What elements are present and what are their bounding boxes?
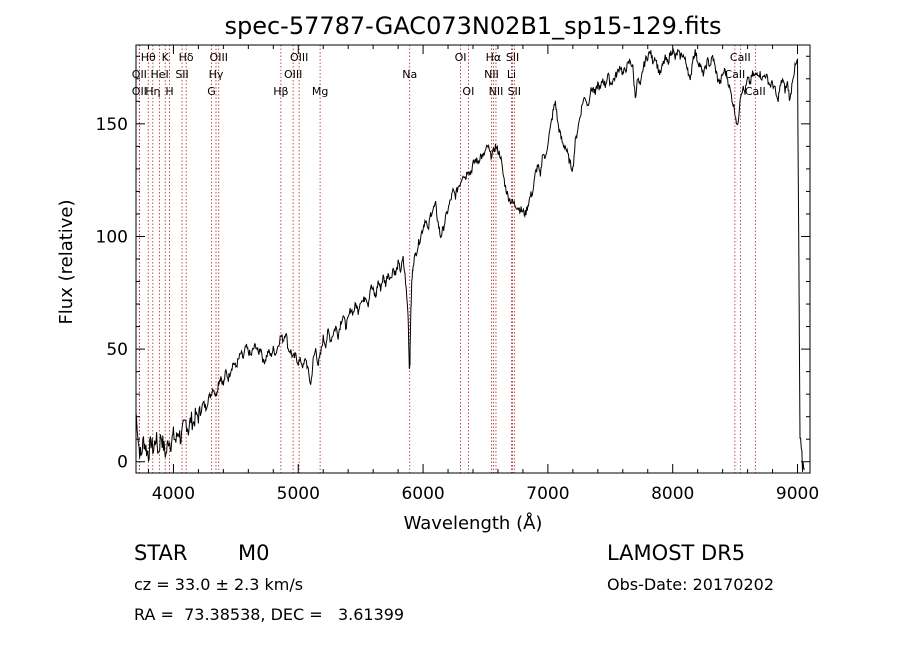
x-tick-label: 6000 [401,484,444,504]
line-label: OIII [210,51,228,64]
emission-line-markers [138,45,756,473]
line-label: SII [506,51,519,64]
line-label: Hα [486,51,502,64]
line-label: OI [462,85,474,98]
y-tick-label: 100 [96,227,128,247]
line-label: Hδ [179,51,194,64]
x-tick-label: 5000 [277,484,320,504]
line-label: Hη [145,85,160,98]
x-tick-label: 8000 [651,484,694,504]
y-axis: 0 50 100 150 [96,55,810,473]
line-label: Mg [312,85,328,98]
spectrum-line [135,47,805,472]
line-label: Hθ [141,51,156,64]
object-subclass: M0 [238,541,270,565]
obs-date: Obs-Date: 20170202 [607,575,775,594]
x-axis: 4000 5000 6000 7000 8000 9000 [147,45,819,504]
line-label: Na [402,68,417,81]
line-label: Li [507,68,516,81]
survey-name: LAMOST DR5 [607,541,746,565]
x-tick-label: 4000 [152,484,195,504]
plot-frame [135,44,811,474]
x-tick-label: 7000 [526,484,569,504]
y-tick-label: 0 [117,453,128,473]
line-label: SII [508,85,521,98]
x-tick-label: 9000 [776,484,819,504]
y-axis-label: Flux (relative) [56,199,77,324]
line-label: Hβ [273,85,288,98]
line-label: K [162,51,170,64]
y-tick-label: 50 [106,340,128,360]
redshift-text: cz = 33.0 ± 2.3 km/s [134,575,304,594]
line-label: OIII [290,51,308,64]
coordinates: RA = 73.38538, DEC = 3.61399 [134,605,405,624]
line-label: NII [489,85,504,98]
line-label: OI [455,51,467,64]
chart-title: spec-57787-GAC073N02B1_sp15-129.fits [224,12,721,40]
line-label: G [207,85,216,98]
line-label: CaII [745,85,766,98]
line-label: NII [484,68,499,81]
line-label: OIII [284,68,302,81]
y-tick-label: 150 [96,115,128,135]
line-label: SII [175,68,188,81]
line-label: CaII [724,68,745,81]
x-axis-label: Wavelength (Å) [404,512,543,534]
line-label: HeI [150,68,168,81]
line-label: Hγ [209,68,224,81]
line-label: H [165,85,173,98]
object-class: STAR [134,541,188,565]
line-label: CaII [730,51,751,64]
